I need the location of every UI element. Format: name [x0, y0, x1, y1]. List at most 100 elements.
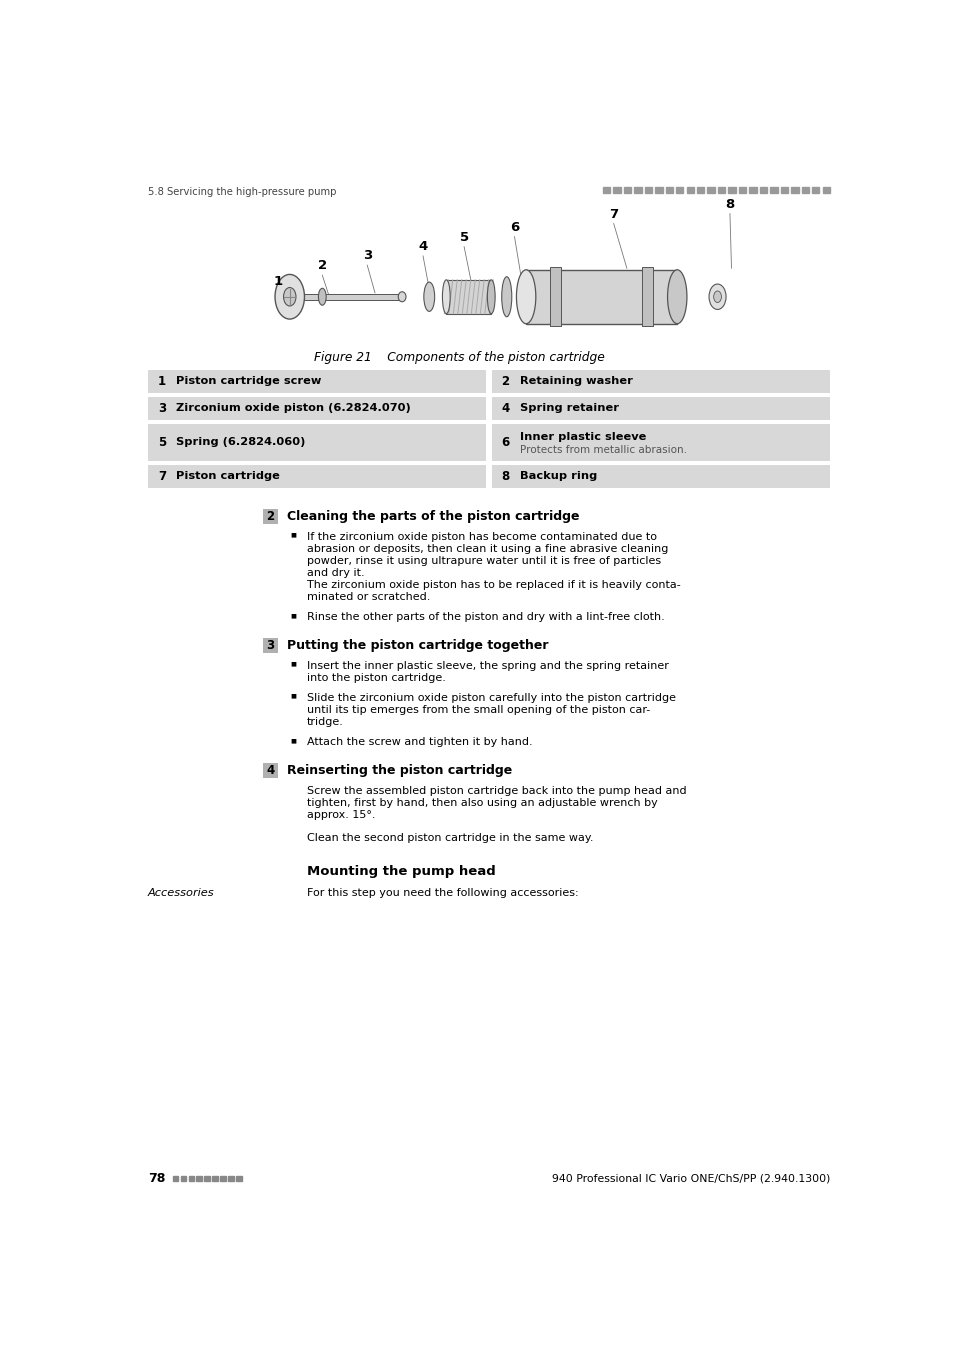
Bar	[491, 370, 829, 393]
Bar	[262, 509, 277, 524]
Ellipse shape	[516, 270, 536, 324]
Bar	[748, 188, 756, 193]
Bar	[759, 188, 766, 193]
Bar	[644, 188, 652, 193]
Bar	[686, 188, 693, 193]
Text: 7: 7	[609, 208, 618, 221]
Text: Backup ring: Backup ring	[519, 471, 597, 482]
Text: 2: 2	[266, 510, 274, 522]
Text: tridge.: tridge.	[307, 717, 343, 728]
Ellipse shape	[318, 289, 326, 305]
Bar	[665, 188, 672, 193]
Bar	[172, 1176, 178, 1181]
Bar	[738, 188, 745, 193]
Ellipse shape	[442, 279, 450, 313]
Text: 2: 2	[317, 259, 327, 273]
Text: Piston cartridge: Piston cartridge	[175, 471, 279, 482]
Text: 7: 7	[157, 470, 166, 483]
Text: Piston cartridge screw: Piston cartridge screw	[175, 377, 321, 386]
Bar	[220, 1176, 226, 1181]
Bar	[697, 188, 703, 193]
Text: 4: 4	[266, 764, 274, 778]
Bar	[707, 188, 714, 193]
Text: The zirconium oxide piston has to be replaced if it is heavily conta-: The zirconium oxide piston has to be rep…	[307, 580, 679, 590]
Bar	[262, 639, 277, 653]
Bar	[623, 188, 631, 193]
Text: ■: ■	[290, 532, 295, 537]
Bar	[728, 188, 735, 193]
Text: abrasion or deposits, then clean it using a fine abrasive cleaning: abrasion or deposits, then clean it usin…	[307, 544, 667, 554]
Bar	[718, 188, 724, 193]
Bar	[550, 267, 560, 327]
Text: tighten, first by hand, then also using an adjustable wrench by: tighten, first by hand, then also using …	[307, 798, 657, 809]
Text: Protects from metallic abrasion.: Protects from metallic abrasion.	[519, 444, 686, 455]
Text: 3: 3	[157, 402, 166, 414]
Text: Rinse the other parts of the piston and dry with a lint-free cloth.: Rinse the other parts of the piston and …	[307, 613, 664, 622]
Text: until its tip emerges from the small opening of the piston car-: until its tip emerges from the small ope…	[307, 705, 649, 716]
Text: Slide the zirconium oxide piston carefully into the piston cartridge: Slide the zirconium oxide piston careful…	[307, 693, 675, 703]
Text: Screw the assembled piston cartridge back into the pump head and: Screw the assembled piston cartridge bac…	[307, 786, 686, 796]
Text: powder, rinse it using ultrapure water until it is free of particles: powder, rinse it using ultrapure water u…	[307, 556, 660, 566]
Bar	[189, 1176, 193, 1181]
Text: 4: 4	[418, 240, 427, 254]
Text: into the piston cartridge.: into the piston cartridge.	[307, 674, 445, 683]
Bar	[613, 188, 620, 193]
Text: Putting the piston cartridge together: Putting the piston cartridge together	[287, 640, 548, 652]
Bar	[811, 188, 819, 193]
Bar	[148, 370, 486, 393]
Ellipse shape	[667, 270, 686, 324]
Text: 4: 4	[501, 402, 509, 414]
Text: For this step you need the following accessories:: For this step you need the following acc…	[307, 888, 578, 898]
Bar	[212, 1176, 217, 1181]
Text: 5.8 Servicing the high-pressure pump: 5.8 Servicing the high-pressure pump	[148, 186, 336, 197]
Bar	[821, 188, 829, 193]
Text: Cleaning the parts of the piston cartridge: Cleaning the parts of the piston cartrid…	[287, 510, 578, 522]
Text: Mounting the pump head: Mounting the pump head	[307, 865, 495, 878]
Text: ■: ■	[290, 662, 295, 667]
Bar	[148, 424, 486, 460]
Bar	[180, 1176, 186, 1181]
Ellipse shape	[713, 292, 720, 302]
Bar	[262, 763, 277, 779]
Bar	[801, 188, 808, 193]
Text: minated or scratched.: minated or scratched.	[307, 593, 430, 602]
Text: 8: 8	[724, 198, 734, 211]
Text: Inner plastic sleeve: Inner plastic sleeve	[519, 432, 645, 441]
Text: 2: 2	[501, 375, 509, 387]
Text: Spring retainer: Spring retainer	[519, 404, 618, 413]
Bar	[790, 188, 798, 193]
Text: Clean the second piston cartridge in the same way.: Clean the second piston cartridge in the…	[307, 833, 593, 842]
Ellipse shape	[708, 284, 725, 309]
Ellipse shape	[501, 277, 511, 317]
Text: and dry it.: and dry it.	[307, 568, 364, 578]
Text: 6: 6	[501, 436, 509, 448]
Text: Accessories: Accessories	[148, 888, 214, 898]
Text: Spring (6.2824.060): Spring (6.2824.060)	[175, 437, 305, 447]
Bar	[655, 188, 661, 193]
Bar	[235, 1176, 241, 1181]
Text: Attach the screw and tighten it by hand.: Attach the screw and tighten it by hand.	[307, 737, 532, 748]
Text: 5: 5	[157, 436, 166, 448]
Ellipse shape	[274, 274, 304, 319]
Bar	[634, 188, 641, 193]
Ellipse shape	[283, 288, 295, 306]
Bar	[769, 188, 777, 193]
Text: 3: 3	[362, 250, 372, 262]
Bar	[525, 270, 677, 324]
Text: 78: 78	[148, 1172, 165, 1185]
Text: 8: 8	[501, 470, 509, 483]
Text: Reinserting the piston cartridge: Reinserting the piston cartridge	[287, 764, 512, 778]
Bar	[491, 424, 829, 460]
Text: Retaining washer: Retaining washer	[519, 377, 632, 386]
Text: 6: 6	[509, 221, 518, 234]
Text: 1: 1	[274, 275, 282, 288]
Bar	[676, 188, 682, 193]
Bar	[303, 294, 402, 300]
Bar	[491, 397, 829, 420]
Text: 940 Professional IC Vario ONE/ChS/PP (2.940.1300): 940 Professional IC Vario ONE/ChS/PP (2.…	[551, 1173, 829, 1184]
Ellipse shape	[423, 282, 435, 312]
Bar	[204, 1176, 210, 1181]
Text: ■: ■	[290, 738, 295, 742]
Text: Insert the inner plastic sleeve, the spring and the spring retainer: Insert the inner plastic sleeve, the spr…	[307, 662, 668, 671]
Ellipse shape	[487, 279, 495, 313]
